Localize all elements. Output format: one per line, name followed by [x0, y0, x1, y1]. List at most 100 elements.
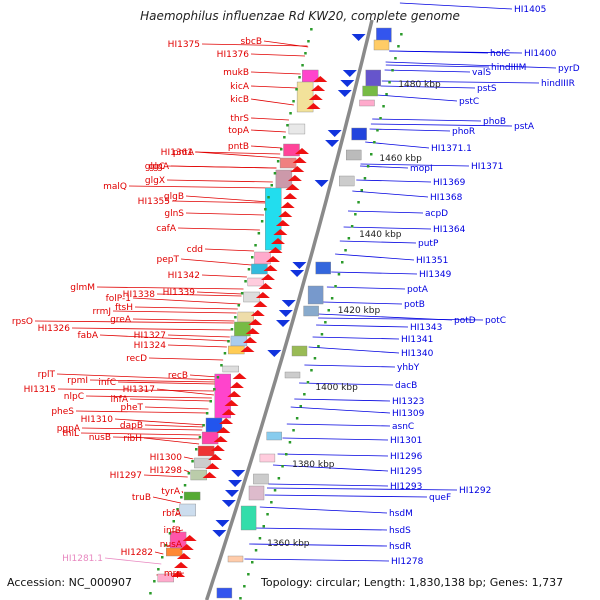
gene-label-left[interactable]: kicA	[230, 82, 250, 92]
gene-label-left[interactable]: nusA	[160, 540, 183, 550]
gene-label-right[interactable]: valS	[472, 68, 491, 78]
gene-label-left[interactable]: folP-1	[106, 294, 131, 304]
gene-label-right[interactable]: asnC	[392, 422, 414, 432]
gene-label-left[interactable]: HI1355	[138, 197, 170, 207]
gene-label-right[interactable]: mopI	[410, 164, 433, 174]
gene-label-right[interactable]: HI1369	[433, 178, 466, 188]
gene-label-right[interactable]: HI1301	[390, 436, 422, 446]
gene-label-left[interactable]: glgX	[145, 176, 165, 186]
gene-label-right[interactable]: HI1323	[392, 397, 424, 407]
gene-label-left[interactable]: rrmJ	[92, 307, 111, 317]
gene-label-left[interactable]: pntB	[228, 142, 249, 152]
gene-label-right[interactable]: queF	[429, 493, 451, 503]
gene-label-right[interactable]: HI1295	[390, 467, 422, 477]
gene-label-right[interactable]: HI1292	[459, 486, 491, 496]
gene-label-left[interactable]: glgB	[164, 192, 184, 202]
gene-label-right[interactable]: HI1371	[471, 162, 503, 172]
gene-label-left[interactable]: mukB	[223, 68, 249, 78]
gene-label-right[interactable]: pstA	[514, 122, 535, 132]
gene-label-left[interactable]: HI1361	[161, 148, 193, 158]
gene-label-left[interactable]: tyrA	[161, 487, 181, 497]
gene-label-right[interactable]: potD	[454, 316, 476, 326]
gene-label-right[interactable]: acpD	[425, 209, 448, 219]
gene-label-right[interactable]: hsdM	[389, 509, 413, 519]
gene-label-left[interactable]: recD	[126, 354, 147, 364]
gene-label-left[interactable]: recB	[168, 371, 188, 381]
gene-label-left[interactable]: cdd	[187, 245, 203, 255]
gene-label-right[interactable]: HI1349	[419, 270, 452, 280]
gene-label-left[interactable]: mrp	[164, 569, 182, 579]
gene-label-right[interactable]: HI1278	[391, 557, 424, 567]
gene-label-right[interactable]: hindIIIM	[491, 63, 526, 73]
gene-label-left[interactable]: nlpC	[64, 392, 84, 402]
gene-label-left[interactable]: HI1342	[168, 271, 200, 281]
gene-label-left[interactable]: rpsO	[12, 317, 33, 327]
gene-label-left[interactable]: thrS	[230, 114, 249, 124]
gene-label-left[interactable]: HI1375	[168, 40, 200, 50]
gene-label-left[interactable]: greA	[110, 315, 132, 325]
gene-label-left[interactable]: HI1315	[24, 385, 56, 395]
gene-label-left[interactable]: cafA	[156, 224, 177, 234]
gene-label-right[interactable]: pstC	[459, 97, 479, 107]
gene-label-left[interactable]: HI1297	[110, 471, 142, 481]
gene-label-left[interactable]: rpmI	[67, 376, 88, 386]
gene-label-left[interactable]: sbcB	[240, 37, 262, 47]
gene-label-left[interactable]: ihfA	[110, 395, 128, 405]
gene-label-right[interactable]: HI1368	[430, 193, 463, 203]
gene-label-right[interactable]: hindIIIR	[541, 79, 575, 89]
gene-label-left[interactable]: HI1300	[150, 453, 183, 463]
gene-label-left[interactable]: thiL	[62, 429, 79, 439]
gene-label-left[interactable]: HI1326	[38, 324, 71, 334]
gene-label-right[interactable]: potB	[404, 300, 425, 310]
gene-label-right[interactable]: HI1351	[416, 256, 448, 266]
gene-label-left[interactable]: infC	[98, 378, 116, 388]
gene-label-left[interactable]: HI1339	[163, 288, 196, 298]
gene-label-right[interactable]: HI1400	[524, 49, 557, 59]
gene-label-right[interactable]: HI1405	[514, 5, 546, 15]
gene-label-right[interactable]: HI1340	[401, 349, 434, 359]
gene-label-right[interactable]: pyrD	[558, 64, 580, 74]
gene-label-right[interactable]: yhbY	[397, 363, 420, 373]
gene-label-left[interactable]: infB	[163, 526, 181, 536]
gene-label-left[interactable]: malQ	[103, 182, 127, 192]
gene-label-left[interactable]: HI1376	[217, 50, 250, 60]
gene-label-right[interactable]: HI1364	[433, 225, 466, 235]
gene-label-left[interactable]: pntA	[173, 148, 195, 158]
gene-label-left[interactable]: kicB	[230, 95, 249, 105]
gene-label-left[interactable]: topA	[228, 126, 250, 136]
gene-label-left[interactable]: glgC	[145, 162, 165, 172]
gene-label-right[interactable]: potA	[407, 285, 429, 295]
gene-label-left[interactable]: ftsH	[115, 303, 133, 313]
gene-label-left[interactable]: HI1298	[150, 466, 183, 476]
gene-label-right[interactable]: pstS	[477, 84, 497, 94]
gene-label-left[interactable]: rplT	[38, 370, 56, 380]
gene-label-left[interactable]: HI1338	[123, 290, 156, 300]
gene-label-right[interactable]: HI1341	[401, 335, 433, 345]
gene-label-right[interactable]: HI1296	[390, 452, 423, 462]
gene-label-right[interactable]: hsdS	[389, 526, 411, 536]
gene-label-right[interactable]: putP	[418, 239, 439, 249]
gene-label-left[interactable]: pepT	[157, 255, 180, 265]
gene-label-left[interactable]: HI1327	[134, 331, 166, 341]
gene-label-right[interactable]: holC	[490, 49, 510, 59]
gene-label-left[interactable]: pheS	[51, 407, 74, 417]
gene-labels[interactable]: 1480 kbp 1460 kbp 1440 kbp 1420 kbp 1400 kbp…	[12, 5, 580, 579]
gene-label-left[interactable]: rbfA	[162, 509, 182, 519]
gene-label-left[interactable]: pgpA	[57, 424, 81, 434]
gene-label-left[interactable]: glgA	[149, 162, 170, 172]
gene-label-left[interactable]: glmM	[70, 283, 95, 293]
gene-label-left[interactable]: nusB	[89, 433, 111, 443]
gene-label-left[interactable]: dapB	[120, 421, 143, 431]
gene-label-left[interactable]: HI1317	[123, 385, 155, 395]
gene-label-right[interactable]: HI1293	[390, 482, 422, 492]
gene-label-left[interactable]: pheT	[121, 403, 144, 413]
gene-label-left[interactable]: HI1310	[81, 415, 114, 425]
gene-label-left[interactable]: HI1282	[121, 548, 153, 558]
gene-label-right[interactable]: HI1371.1	[431, 144, 472, 154]
gene-label-left[interactable]: HI1281.1	[62, 554, 103, 564]
gene-label-right[interactable]: HI1309	[392, 409, 425, 419]
gene-label-left[interactable]: ribH	[123, 434, 142, 444]
gene-label-left[interactable]: glnS	[164, 209, 184, 219]
gene-label-left[interactable]: fabA	[77, 331, 98, 341]
gene-label-right[interactable]: hsdR	[389, 542, 411, 552]
